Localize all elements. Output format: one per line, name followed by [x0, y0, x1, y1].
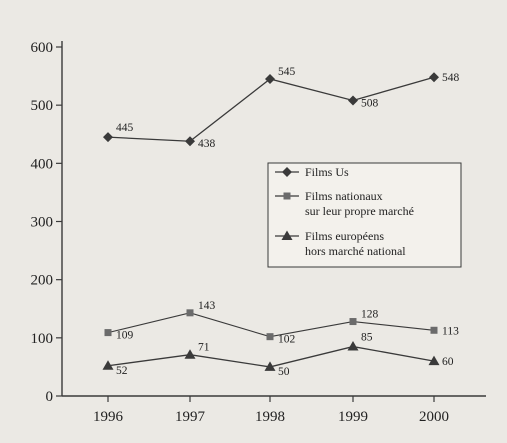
- x-tick-label: 1997: [175, 409, 206, 425]
- data-label: 52: [116, 365, 128, 377]
- data-point: [186, 309, 194, 317]
- data-label: 113: [442, 325, 459, 337]
- data-point: [266, 333, 274, 341]
- x-tick-label: 1999: [338, 409, 368, 425]
- data-point: [428, 355, 440, 366]
- data-point: [103, 132, 113, 143]
- y-tick-label: 200: [31, 273, 54, 289]
- data-label: 508: [361, 98, 379, 110]
- data-point: [104, 329, 112, 337]
- series-line-2: [107, 312, 435, 338]
- data-label: 545: [278, 66, 296, 78]
- data-label: 445: [116, 122, 134, 134]
- series-line-1: [107, 76, 435, 142]
- data-label: 128: [361, 309, 379, 321]
- data-point: [348, 95, 358, 106]
- data-label: 548: [442, 72, 460, 84]
- data-point: [430, 326, 438, 334]
- data-point: [265, 73, 275, 84]
- data-label: 60: [442, 356, 454, 368]
- data-point: [185, 136, 195, 147]
- data-label: 85: [361, 332, 373, 344]
- legend-label: Films européens: [305, 229, 384, 243]
- legend-label: Films nationaux: [305, 189, 383, 203]
- y-tick-label: 0: [46, 389, 54, 405]
- x-tick-label: 1996: [93, 409, 124, 425]
- y-tick-label: 300: [31, 215, 54, 231]
- x-tick-label: 1998: [255, 409, 285, 425]
- data-point: [102, 360, 114, 370]
- legend-label: hors marché national: [305, 244, 406, 258]
- data-point: [264, 361, 276, 371]
- x-tick-label: 2000: [419, 409, 449, 425]
- legend-marker: [282, 167, 292, 177]
- data-point: [184, 349, 196, 359]
- legend-label: Films Us: [305, 165, 349, 179]
- legend-marker: [281, 230, 293, 240]
- y-tick-label: 400: [31, 156, 54, 172]
- y-tick-label: 600: [31, 40, 54, 56]
- data-label: 71: [198, 342, 210, 354]
- data-label: 102: [278, 334, 296, 346]
- legend-marker: [283, 192, 291, 200]
- data-label: 50: [278, 366, 290, 378]
- legend-box: [267, 162, 462, 268]
- data-point: [349, 318, 357, 326]
- data-label: 109: [116, 330, 134, 342]
- y-tick-label: 100: [31, 331, 54, 347]
- data-point: [429, 72, 439, 83]
- legend-label: sur leur propre marché: [305, 204, 414, 218]
- data-label: 143: [198, 300, 216, 312]
- data-label: 438: [198, 138, 216, 150]
- data-point: [347, 341, 359, 351]
- y-tick-label: 500: [31, 98, 54, 114]
